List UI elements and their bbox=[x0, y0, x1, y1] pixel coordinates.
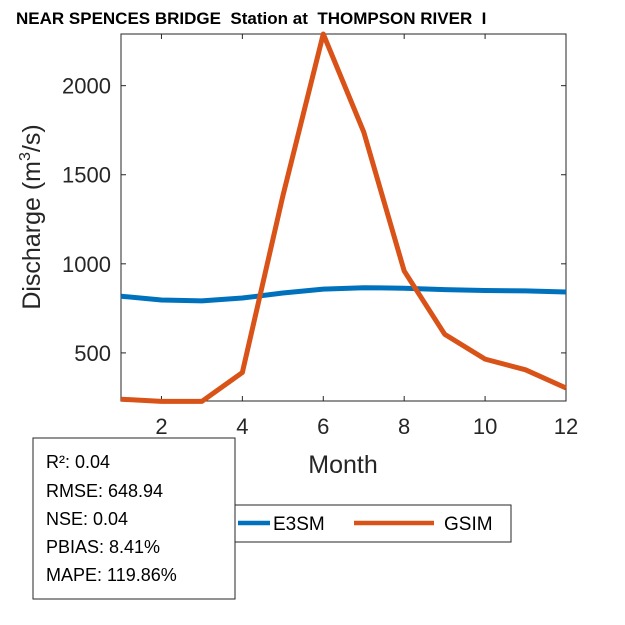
chart-title: NEAR SPENCES BRIDGE Station at THOMPSON … bbox=[16, 9, 486, 28]
stat-r-squared: R²: 0.04 bbox=[46, 452, 110, 472]
x-tick-label: 6 bbox=[317, 414, 329, 439]
series-line-e3sm bbox=[120, 285, 567, 304]
y-axis-label-suffix: /s) bbox=[18, 124, 46, 152]
stat-nse: NSE: 0.04 bbox=[46, 509, 128, 529]
stats-box-frame bbox=[32, 437, 236, 600]
y-tick-label: 500 bbox=[74, 341, 111, 366]
svg-text:Discharge (m3/s): Discharge (m3/s) bbox=[17, 124, 46, 309]
y-tick-label: 2000 bbox=[62, 74, 111, 99]
axis-ticks: 2 4 6 8 10 12 500 1000 1500 2000 bbox=[62, 34, 578, 439]
x-tick-label: 8 bbox=[398, 414, 410, 439]
x-tick-label: 4 bbox=[236, 414, 248, 439]
y-axis-label-superscript: 3 bbox=[17, 152, 34, 161]
y-axis-label: Discharge (m3/s) bbox=[17, 124, 46, 309]
x-axis-label: Month bbox=[308, 451, 377, 479]
legend-label-gsim: GSIM bbox=[444, 514, 493, 535]
x-tick-label: 10 bbox=[473, 414, 497, 439]
legend: E3SM GSIM bbox=[230, 504, 512, 543]
series-line-gsim bbox=[120, 31, 568, 404]
x-tick-label: 2 bbox=[155, 414, 167, 439]
plot-area bbox=[120, 33, 567, 402]
stat-mape: MAPE: 119.86% bbox=[46, 565, 177, 585]
series-lines bbox=[120, 31, 568, 404]
y-tick-label: 1500 bbox=[62, 163, 111, 188]
stats-box: R²: 0.04 RMSE: 648.94 NSE: 0.04 PBIAS: 8… bbox=[32, 437, 236, 600]
stat-pbias: PBIAS: 8.41% bbox=[46, 537, 160, 557]
y-axis-label-main: Discharge (m bbox=[18, 161, 46, 310]
legend-label-e3sm: E3SM bbox=[273, 514, 325, 535]
x-tick-label: 12 bbox=[554, 414, 578, 439]
stat-rmse: RMSE: 648.94 bbox=[46, 481, 163, 501]
y-tick-label: 1000 bbox=[62, 252, 111, 277]
